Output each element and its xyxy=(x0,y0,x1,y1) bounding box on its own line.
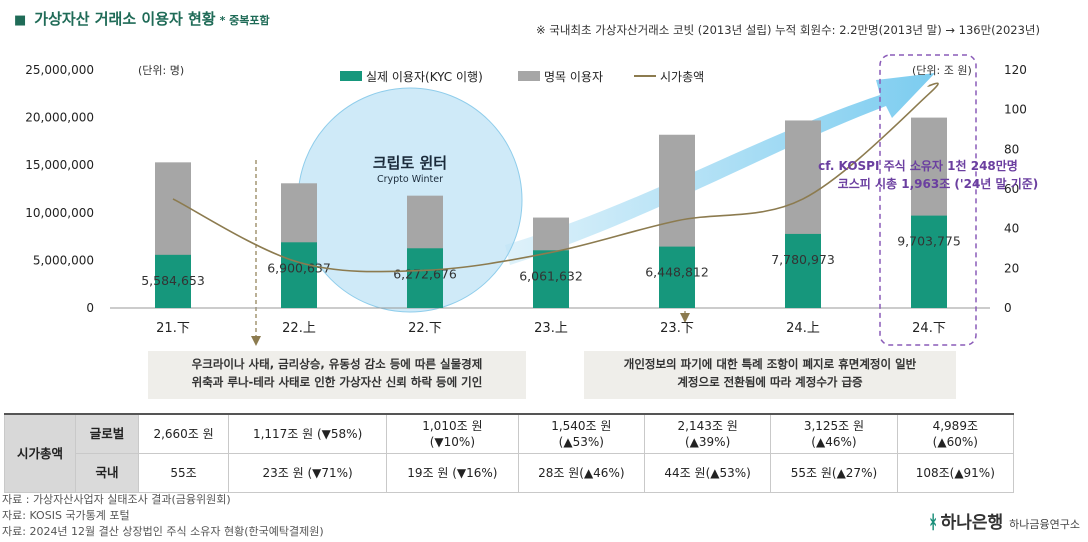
top-note: ※ 국내최초 가상자산거래소 코빗 (2013년 설립) 누적 회원수: 2.2… xyxy=(536,23,1040,37)
bar-kyc-users xyxy=(785,233,821,308)
bar-kyc-users xyxy=(155,254,191,308)
crypto-winter-title: 크립토 윈터 xyxy=(373,154,447,172)
right-axis-tick: 60 xyxy=(1004,182,1019,196)
domestic-cell: 19조 원 (▼16%) xyxy=(386,453,519,493)
market-cap-row-header: 시가총액 xyxy=(4,413,76,493)
market-cap-line xyxy=(172,82,939,273)
global-label: 글로벌 xyxy=(75,413,139,454)
data-label-kyc: 7,780,973 xyxy=(771,252,835,267)
note2-line2: 계정으로 전환됨에 따라 계정수가 급증 xyxy=(677,375,863,389)
title-text: 가상자산 거래소 이용자 현황 xyxy=(34,10,216,28)
x-axis-category: 22.上 xyxy=(282,321,316,336)
annotation-arrow-1-icon xyxy=(251,336,261,346)
crypto-winter-subtitle: Crypto Winter xyxy=(377,174,443,185)
user-chart: 크립토 윈터 Crypto Winter 0 5,000,000 10,000,000… xyxy=(25,54,1039,346)
legend-label-marketcap: 시가총액 xyxy=(660,70,704,84)
global-cell: 3,125조 원 (▲46%) xyxy=(770,413,898,454)
left-axis-tick: 5,000,000 xyxy=(33,253,94,267)
note1-line1: 우크라이나 사태, 금리상승, 유동성 감소 등에 따른 실물경제 xyxy=(191,357,483,371)
title-bullet-icon: ■ xyxy=(14,13,27,28)
right-axis-unit: (단위: 조 원) xyxy=(912,64,972,77)
x-axis-category: 24.上 xyxy=(786,321,820,336)
domestic-cell: 108조(▲91%) xyxy=(896,453,1015,493)
global-cell: 1,540조 원 (▲53%) xyxy=(517,413,645,454)
x-axis-category: 24.下 xyxy=(912,321,946,336)
note1-line2: 위축과 루나-테라 사태로 인한 가상자산 신뢰 하락 등에 기인 xyxy=(191,375,483,389)
explanation-note-crypto-winter: 우크라이나 사태, 금리상승, 유동성 감소 등에 따른 실물경제 위축과 루나… xyxy=(148,351,526,399)
left-axis-tick: 10,000,000 xyxy=(25,206,94,220)
right-axis-tick: 100 xyxy=(1004,103,1027,117)
domestic-cell: 55조 xyxy=(137,453,230,493)
legend-swatch-nominal xyxy=(518,71,540,81)
highlight-box-24-second-half xyxy=(879,54,977,346)
legend-swatch-kyc xyxy=(340,71,362,81)
x-axis-category: 23.下 xyxy=(660,321,694,336)
logo-name: 하나은행 xyxy=(940,513,1004,533)
page-title: ■ 가상자산 거래소 이용자 현황 * 중복포함 xyxy=(14,8,270,29)
global-cell: 1,117조 원 (▼58%) xyxy=(228,413,388,454)
global-cell: 2,143조 원 (▲39%) xyxy=(643,413,772,454)
right-axis-tick: 120 xyxy=(1004,63,1027,77)
data-label-kyc: 9,703,775 xyxy=(897,234,961,249)
global-cell: 1,010조 원 (▼10%) xyxy=(386,413,519,454)
x-axis-category: 23.上 xyxy=(534,321,568,336)
note2-line1: 개인정보의 파기에 대한 특례 조항이 폐지로 휴면계정이 일반 xyxy=(623,357,917,371)
data-label-kyc: 6,448,812 xyxy=(645,265,709,280)
right-axis-tick: 40 xyxy=(1004,222,1019,236)
explanation-note-dormant-accounts: 개인정보의 파기에 대한 특례 조항이 폐지로 휴면계정이 일반 계정으로 전환… xyxy=(584,351,956,399)
data-label-kyc: 6,900,637 xyxy=(267,260,331,275)
bar-kyc-users xyxy=(533,250,569,308)
kospi-annotation-line2: 코스피 시총 1,963조 ('24년 말 기준) xyxy=(838,176,1039,191)
global-cell: 4,989조 (▲60%) xyxy=(896,413,1015,454)
left-axis-tick: 25,000,000 xyxy=(25,63,94,77)
kospi-annotation-line1: cf. KOSPI 주식 소유자 1천 248만명 xyxy=(818,158,1018,173)
right-axis-tick: 80 xyxy=(1004,142,1019,156)
left-axis-tick: 15,000,000 xyxy=(25,158,94,172)
legend-label-nominal: 명목 이용자 xyxy=(544,70,603,84)
x-axis-category: 21.下 xyxy=(156,321,190,336)
right-axis-tick: 0 xyxy=(1004,301,1012,315)
source-line: 자료 : 가상자산사업자 실태조사 결과(금융위원회) xyxy=(2,493,231,506)
domestic-cell: 44조 원(▲53%) xyxy=(643,453,772,493)
data-label-kyc: 5,584,653 xyxy=(141,273,205,288)
domestic-cell: 55조 원(▲27%) xyxy=(770,453,898,493)
legend-label-kyc: 실제 이용자(KYC 이행) xyxy=(366,69,483,84)
sources: 자료 : 가상자산사업자 실태조사 결과(금융위원회) 자료: KOSIS 국가… xyxy=(2,492,324,540)
hana-logo: ᚼ 하나은행 하나금융연구소 xyxy=(928,508,1080,533)
annotation-arrow-2-icon xyxy=(680,313,690,323)
domestic-label: 국내 xyxy=(75,453,139,493)
left-axis-tick: 0 xyxy=(86,301,94,315)
source-line: 자료: KOSIS 국가통계 포털 xyxy=(2,509,130,522)
market-cap-table: 시가총액 글로벌 2,660조 원 1,117조 원 (▼58%) 1,010조… xyxy=(4,413,1015,493)
left-axis-tick: 20,000,000 xyxy=(25,111,94,125)
domestic-cell: 28조 원(▲46%) xyxy=(517,453,645,493)
domestic-cell: 23조 원 (▼71%) xyxy=(228,453,388,493)
bar-kyc-users xyxy=(659,246,695,308)
growth-arrow-icon xyxy=(505,73,935,265)
right-axis-tick: 20 xyxy=(1004,261,1019,275)
x-axis-category: 22.下 xyxy=(408,321,442,336)
left-axis-unit: (단위: 명) xyxy=(138,64,184,77)
logo-institute: 하나금융연구소 xyxy=(1009,518,1080,531)
bar-kyc-users xyxy=(281,242,317,308)
title-subtitle: * 중복포함 xyxy=(219,14,270,27)
bar-kyc-users xyxy=(911,215,947,308)
source-line: 자료: 2024년 12월 결산 상장법인 주식 소유자 현황(한국예탁결제원) xyxy=(2,525,324,538)
hana-logo-icon: ᚼ xyxy=(927,512,939,533)
data-label-kyc: 6,061,632 xyxy=(519,268,583,283)
bar-kyc-users xyxy=(407,248,443,308)
global-cell: 2,660조 원 xyxy=(137,413,230,454)
